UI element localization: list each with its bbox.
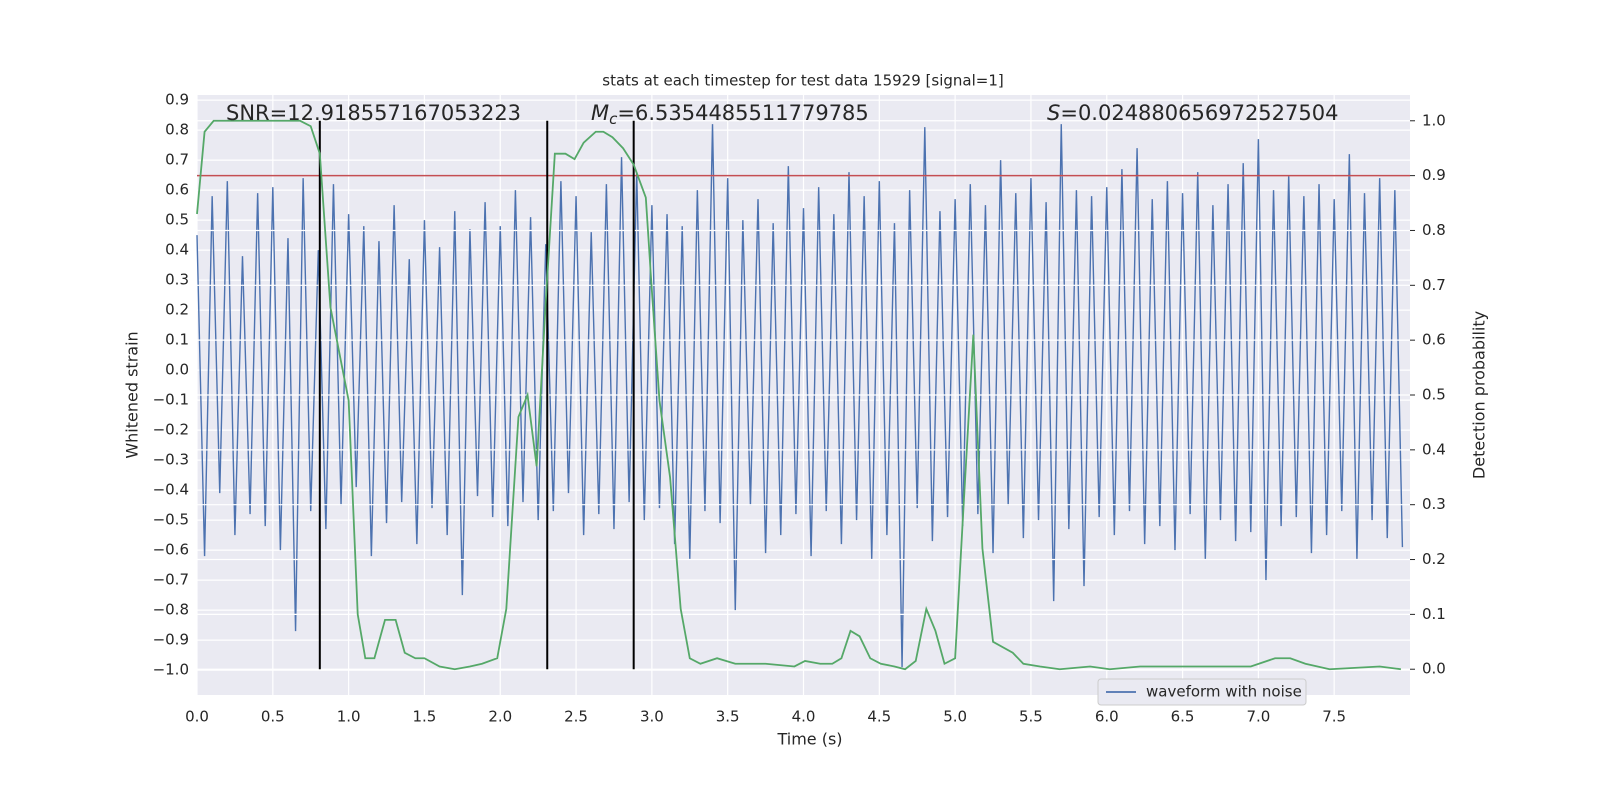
x-tick-label: 2.5 — [564, 708, 588, 726]
legend-label: waveform with noise — [1146, 683, 1302, 701]
annotation-subscript: c — [609, 110, 618, 128]
y-tick-label: 0.3 — [165, 271, 189, 289]
x-tick-label: 5.5 — [1019, 708, 1043, 726]
y2-tick-label: 0.8 — [1422, 221, 1446, 239]
x-tick-label: 3.5 — [716, 708, 740, 726]
y-tick-label: −0.5 — [153, 511, 189, 529]
y-tick-label: −0.2 — [153, 421, 189, 439]
x-tick-label: 0.0 — [185, 708, 209, 726]
chart-title: stats at each timestep for test data 159… — [602, 72, 1003, 90]
y2-tick-label: 0.2 — [1422, 550, 1446, 568]
annotation-symbol: M — [591, 101, 609, 125]
y-tick-label: −1.0 — [153, 661, 189, 679]
x-tick-label: 4.0 — [792, 708, 816, 726]
y2-tick-label: 0.1 — [1422, 605, 1446, 623]
legend-box — [1097, 678, 1307, 706]
x-tick-label: 5.0 — [943, 708, 967, 726]
y2-axis-label: Detection probability — [1470, 311, 1489, 479]
y2-tick-label: 0.7 — [1422, 276, 1446, 294]
y-tick-label: 0.8 — [165, 121, 189, 139]
x-tick-label: 1.5 — [413, 708, 437, 726]
annotation: S=0.024880656972527504 — [1047, 101, 1338, 125]
x-tick-label: 7.5 — [1322, 708, 1346, 726]
x-tick-label: 2.0 — [488, 708, 512, 726]
y2-tick-label: 0.5 — [1422, 386, 1446, 404]
annotation: Mc=6.5354485511779785 — [591, 101, 869, 128]
y-tick-label: −0.3 — [153, 451, 189, 469]
x-tick-label: 1.0 — [337, 708, 361, 726]
annotation-text: =6.5354485511779785 — [617, 101, 868, 125]
y-tick-label: −0.6 — [153, 541, 189, 559]
y-tick-label: 0.9 — [165, 91, 189, 109]
x-tick-label: 0.5 — [261, 708, 285, 726]
x-axis-label: Time (s) — [776, 730, 842, 749]
y2-tick-label: 0.6 — [1422, 331, 1446, 349]
y-tick-label: −0.4 — [153, 481, 189, 499]
annotation-text: =0.024880656972527504 — [1060, 101, 1338, 125]
series-line — [196, 119, 1402, 671]
y-tick-label: 0.6 — [165, 181, 189, 199]
annotation-symbol: S — [1047, 101, 1060, 125]
annotation: SNR=12.918557167053223 — [226, 101, 521, 125]
y-tick-label: 0.4 — [165, 241, 189, 259]
x-tick-label: 6.0 — [1095, 708, 1119, 726]
y-tick-label: 0.2 — [165, 301, 189, 319]
series-line — [196, 124, 1404, 668]
x-tick-label: 4.5 — [867, 708, 891, 726]
y-tick-label: 0.5 — [165, 211, 189, 229]
y2-tick-label: 0.0 — [1422, 660, 1446, 678]
y-tick-label: −0.7 — [153, 571, 189, 589]
y-tick-label: −0.9 — [153, 631, 189, 649]
y2-tick-label: 1.0 — [1422, 111, 1446, 129]
y-tick-label: 0.7 — [165, 151, 189, 169]
y-tick-label: 0.0 — [165, 361, 189, 379]
y-tick-label: −0.1 — [153, 391, 189, 409]
x-tick-label: 7.0 — [1246, 708, 1270, 726]
x-tick-label: 3.0 — [640, 708, 664, 726]
y2-tick-label: 0.9 — [1422, 166, 1446, 184]
x-tick-label: 6.5 — [1171, 708, 1195, 726]
y-tick-label: 0.1 — [165, 331, 189, 349]
y-axis-label: Whitened strain — [123, 331, 142, 458]
y-tick-label: −0.8 — [153, 601, 189, 619]
annotation-text: SNR=12.918557167053223 — [226, 101, 521, 125]
y2-tick-label: 0.3 — [1422, 495, 1446, 513]
y2-tick-label: 0.4 — [1422, 440, 1446, 458]
